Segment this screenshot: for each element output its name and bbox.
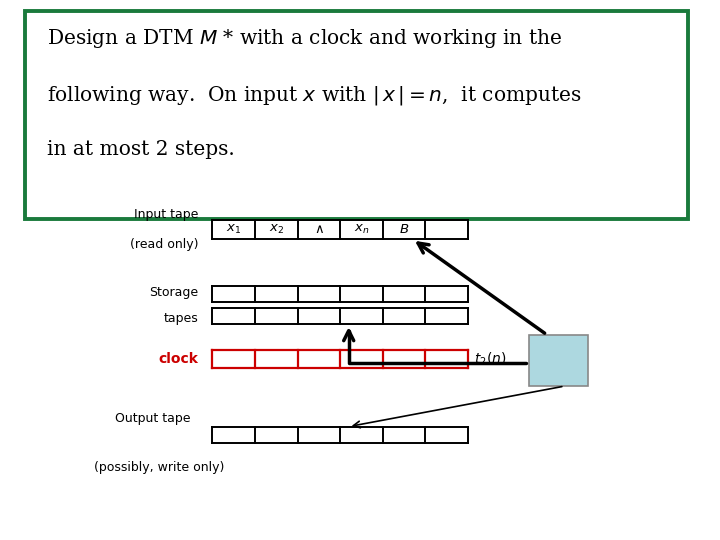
Text: Storage: Storage: [149, 286, 198, 299]
Text: $\mathbf{\mathit{B}}$: $\mathbf{\mathit{B}}$: [399, 223, 409, 236]
Text: clock: clock: [158, 352, 198, 366]
Text: Design a DTM $\mathit{M}$ * with a clock and working in the: Design a DTM $\mathit{M}$ * with a clock…: [47, 27, 562, 50]
Text: $x_n$: $x_n$: [354, 223, 369, 236]
Text: following way.  On input $x$ with $|\,x\,|=n$,  it computes: following way. On input $x$ with $|\,x\,…: [47, 84, 581, 107]
Text: $x_2$: $x_2$: [269, 223, 284, 236]
Text: Output tape: Output tape: [115, 412, 191, 425]
Text: $\wedge$: $\wedge$: [314, 223, 324, 236]
Text: (possibly, write only): (possibly, write only): [94, 461, 224, 474]
Text: tapes: tapes: [163, 312, 198, 325]
Text: (read only): (read only): [130, 238, 198, 251]
Text: in at most 2 steps.: in at most 2 steps.: [47, 140, 235, 159]
Text: Input tape: Input tape: [134, 208, 198, 221]
Bar: [529, 335, 588, 386]
FancyBboxPatch shape: [25, 11, 688, 219]
Text: $x_1$: $x_1$: [226, 223, 241, 236]
Text: $t_2(n)$: $t_2(n)$: [474, 350, 506, 368]
